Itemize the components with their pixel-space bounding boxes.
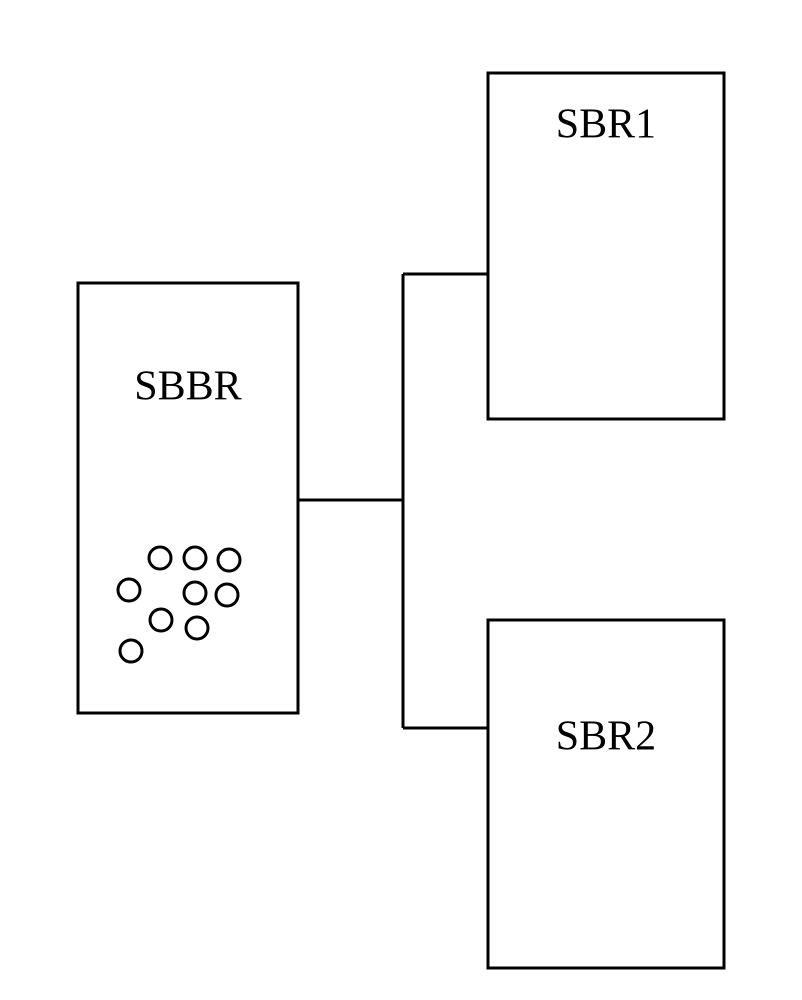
sbbr-particle-6 xyxy=(216,584,238,606)
sbbr-label: SBBR xyxy=(134,364,241,410)
sbr2-label: SBR2 xyxy=(556,714,656,760)
sbr2-box xyxy=(488,620,724,968)
sbbr-particle-5 xyxy=(184,582,206,604)
sbbr-box xyxy=(78,283,298,713)
sbbr-particle-2 xyxy=(184,547,206,569)
sbbr-particle-8 xyxy=(186,617,208,639)
sbbr-particle-7 xyxy=(120,640,142,662)
sbbr-particle-4 xyxy=(150,609,172,631)
sbbr-particle-1 xyxy=(149,547,171,569)
sbr1-label: SBR1 xyxy=(556,102,656,148)
sbbr-particle-3 xyxy=(218,549,240,571)
sbbr-particle-0 xyxy=(118,579,140,601)
